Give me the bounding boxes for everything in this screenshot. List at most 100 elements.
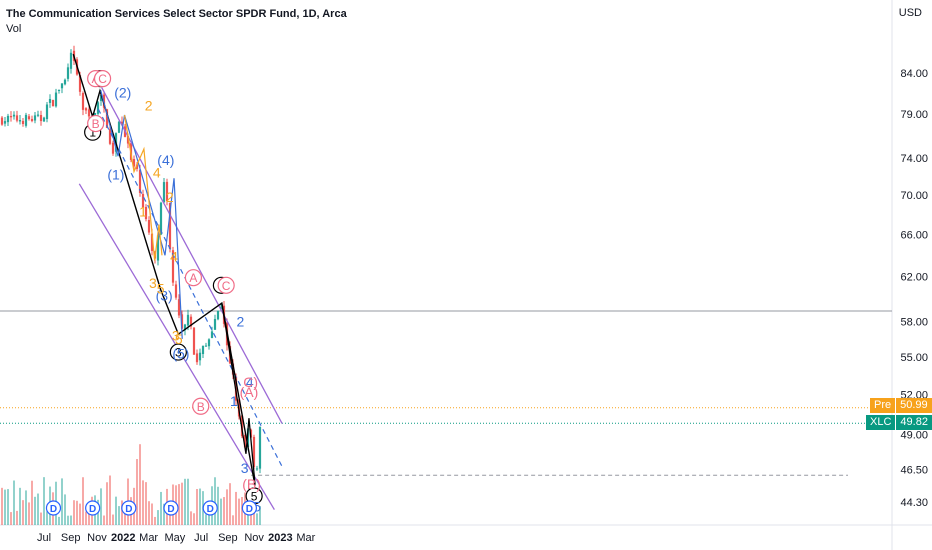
volume-bar <box>1 487 3 525</box>
volume-bar <box>163 503 165 525</box>
volume-bar <box>76 500 78 525</box>
dividend-marker-letter: D <box>246 504 253 515</box>
wave-label-circle <box>169 343 187 361</box>
candle <box>150 233 154 251</box>
volume-bar <box>160 491 162 525</box>
candle <box>60 83 64 89</box>
x-tick-label: Sep <box>61 532 81 544</box>
dividend-marker-letter: D <box>125 504 132 515</box>
wave-label: (B) <box>242 476 261 492</box>
candle <box>120 121 124 125</box>
candle <box>210 331 214 338</box>
candle <box>180 314 184 329</box>
volume-bar <box>31 480 33 525</box>
wave-label: 5 <box>175 331 183 347</box>
volume-bar <box>145 482 147 525</box>
y-tick-label: 74.00 <box>900 153 928 165</box>
dividend-marker <box>163 500 179 516</box>
volume-bar <box>13 480 15 525</box>
volume-bar <box>79 503 81 525</box>
candle <box>165 181 169 202</box>
candle <box>39 114 43 122</box>
candle <box>201 345 205 355</box>
wave-label: 3 <box>149 275 157 291</box>
candle <box>171 250 175 283</box>
volume-bar <box>229 483 231 525</box>
candle <box>159 202 163 235</box>
x-tick-label: Mar <box>139 532 158 544</box>
volume-bar <box>154 516 156 525</box>
candle <box>3 121 7 124</box>
volume-bar <box>118 506 120 525</box>
candle <box>99 95 103 102</box>
premarket-label: Pre <box>870 398 896 413</box>
volume-bar <box>112 514 114 525</box>
wave-label: (4) <box>157 152 174 168</box>
volume-bar <box>40 512 42 525</box>
volume-bar <box>142 480 144 525</box>
wave-label: C) <box>243 374 258 390</box>
candle <box>30 118 34 122</box>
volume-bar <box>223 497 225 525</box>
dividend-marker <box>241 500 257 516</box>
x-tick-label: Sep <box>218 532 238 544</box>
wave-label: (A) <box>240 384 259 400</box>
wave-label: B <box>197 400 205 414</box>
dividend-marker-letter: D <box>167 504 174 515</box>
y-tick-label: 66.00 <box>900 230 928 242</box>
y-tick-label: 84.00 <box>900 68 928 80</box>
volume-bar <box>181 482 183 525</box>
volume-bar <box>58 516 60 525</box>
wave-label-circle <box>217 276 235 294</box>
volume-bar <box>28 502 30 525</box>
volume-bar <box>109 475 111 525</box>
last-price-symbol: XLC <box>866 415 896 430</box>
dividend-marker <box>202 500 218 516</box>
candle <box>48 98 52 103</box>
candle <box>195 353 199 363</box>
volume-bar <box>139 444 141 525</box>
candle <box>255 468 259 470</box>
candle <box>177 299 181 316</box>
volume-bar <box>10 512 12 525</box>
volume-bar <box>67 515 69 525</box>
volume-bar <box>103 515 105 525</box>
y-tick-label: 49.00 <box>900 429 928 441</box>
wave-label-circle <box>87 114 105 133</box>
x-tick-label: Nov <box>87 532 107 544</box>
volume-bar <box>184 478 186 525</box>
volume-bar <box>34 496 36 525</box>
wave-label: 3 <box>175 346 182 360</box>
y-tick-label: 70.00 <box>900 190 928 202</box>
y-tick-label: 55.00 <box>900 352 928 364</box>
wave-label: B <box>92 117 100 131</box>
wave-label-circle <box>184 269 203 287</box>
candle <box>213 318 217 330</box>
wave-label: C <box>222 279 231 293</box>
candle <box>189 316 193 327</box>
volume-bar <box>82 477 84 525</box>
volume-bar <box>256 513 258 525</box>
y-tick-label: 58.00 <box>900 316 928 328</box>
candle <box>219 307 223 310</box>
volume-bar <box>25 490 27 525</box>
volume-bar <box>73 500 75 525</box>
wave-label: 1 <box>139 204 147 220</box>
candle <box>141 194 145 208</box>
volume-bar <box>208 511 210 525</box>
x-tick-label: Jul <box>37 532 51 544</box>
candle <box>63 79 67 85</box>
candle <box>204 345 208 347</box>
dividend-marker-letter: D <box>89 504 96 515</box>
symbol-title[interactable]: The Communication Services Select Sector… <box>6 8 347 20</box>
x-tick-label: 2023 <box>268 532 292 544</box>
candle <box>252 436 256 468</box>
wave-label: 5 <box>253 499 261 515</box>
volume-label[interactable]: Vol <box>6 23 22 35</box>
wave-label-circle <box>192 397 210 415</box>
candles <box>0 45 262 474</box>
candle <box>132 159 136 167</box>
volume-bar <box>148 501 150 525</box>
candle <box>27 116 31 120</box>
